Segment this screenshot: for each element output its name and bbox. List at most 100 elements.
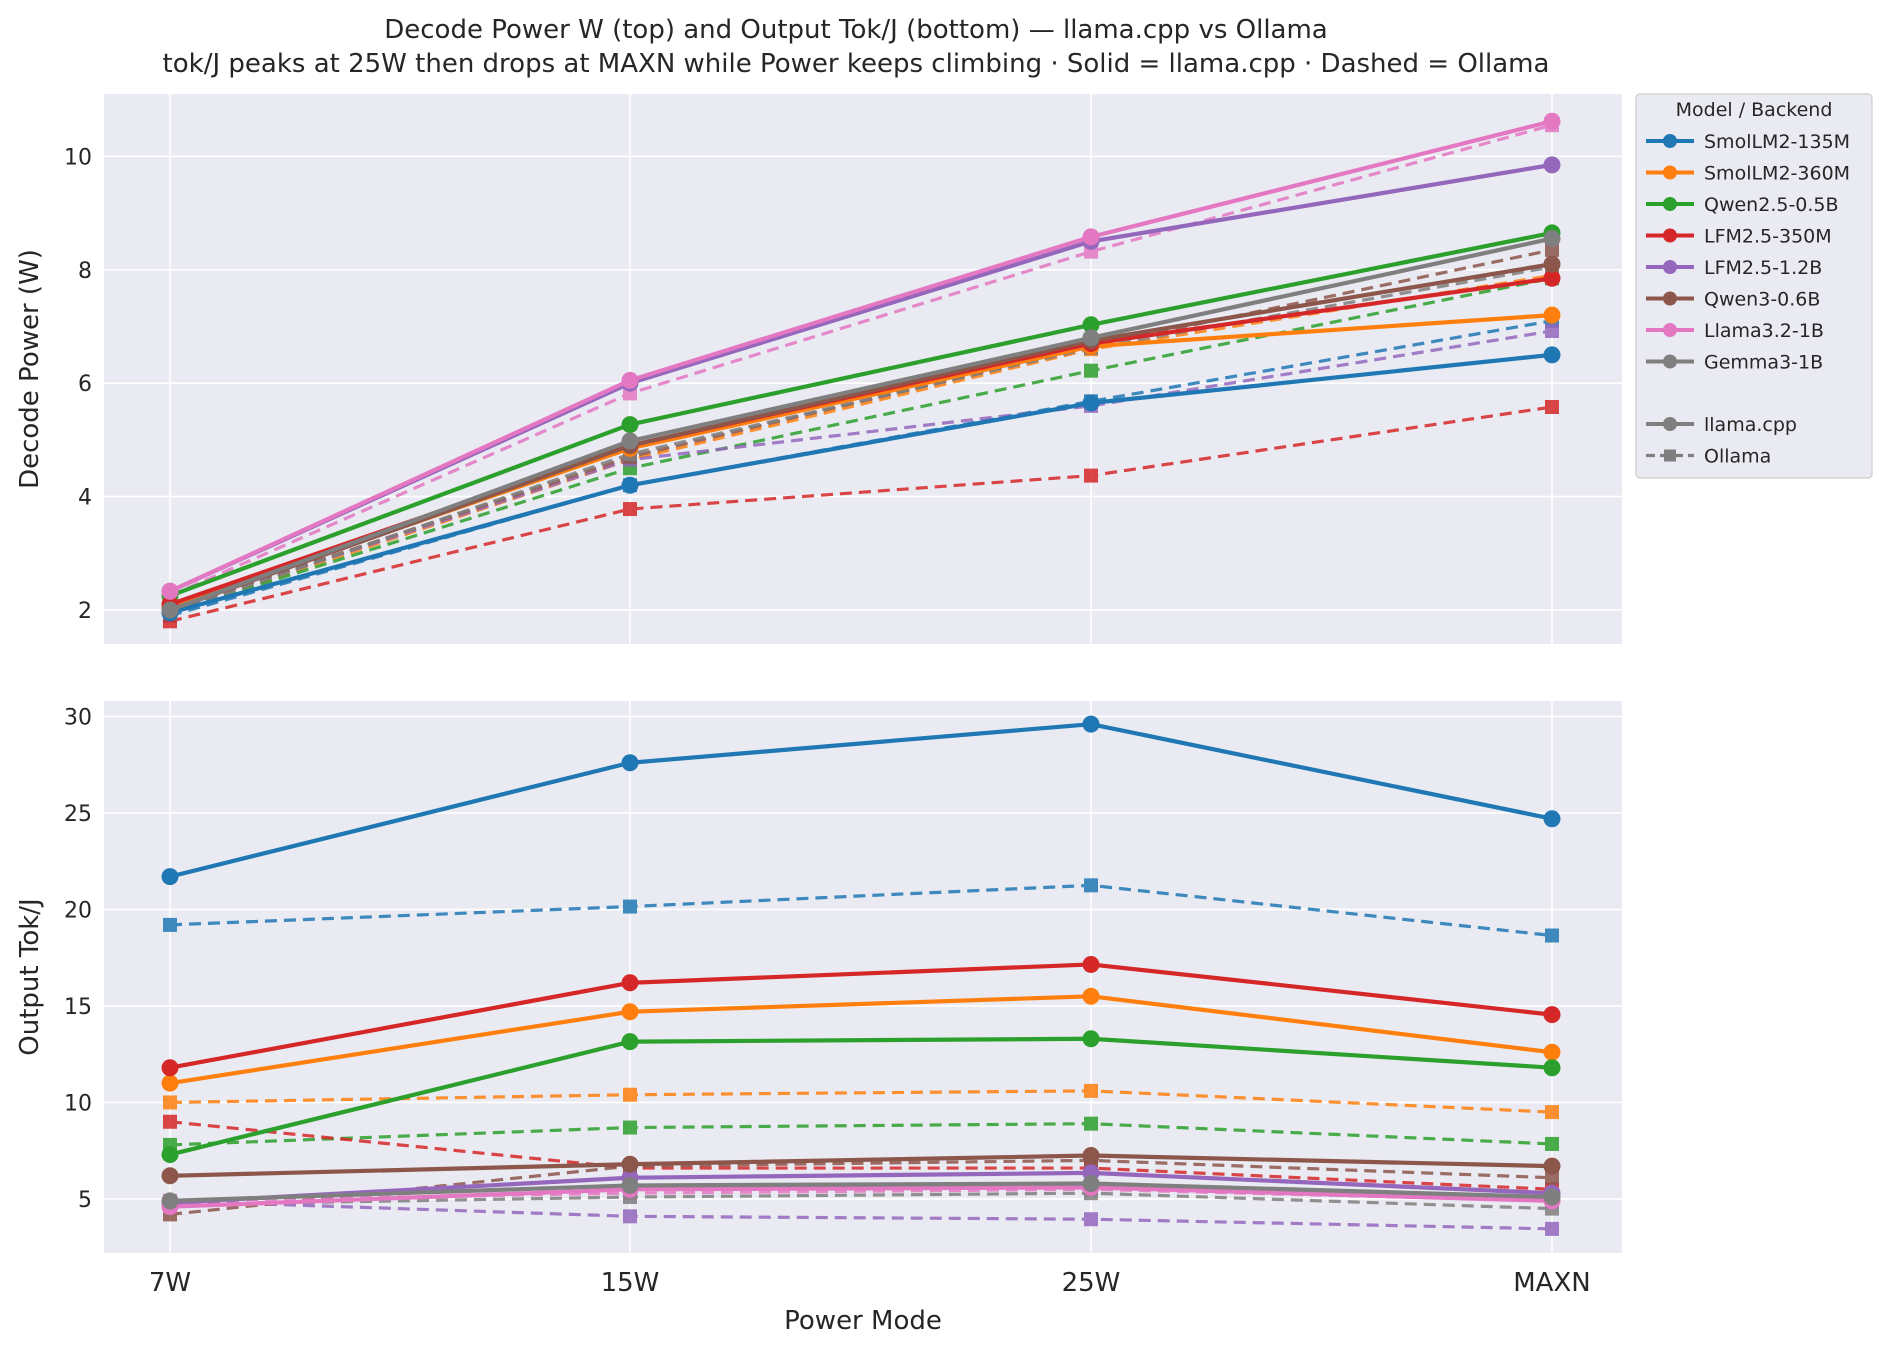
legend-swatch-marker: [1663, 228, 1677, 243]
series-line: [169, 1199, 1553, 1231]
data-point-square: [1545, 242, 1559, 257]
data-point-circle: [1543, 1043, 1561, 1061]
series-line: [169, 1036, 1553, 1157]
data-point-circle: [1082, 987, 1100, 1005]
legend: Model / Backend SmolLM2-135M SmolLM2-360M Q…: [1635, 93, 1873, 479]
data-point-circle: [161, 601, 179, 619]
legend-label: Gemma3-1B: [1704, 352, 1823, 374]
legend-swatch-marker: [1663, 134, 1677, 148]
series-line: [169, 352, 1553, 615]
data-point-circle: [621, 1033, 639, 1051]
x-tick-label: 7W: [149, 1268, 191, 1298]
data-point-circle: [161, 1167, 179, 1185]
panel-output-tokj: 5 10 15 20 25 30 Output Tok/J 7W 15W 25W MAXN Power…: [15, 701, 1622, 1336]
legend-swatch-marker: [1663, 354, 1677, 369]
legend-label: llama.cpp: [1704, 414, 1797, 436]
data-point-square: [1084, 878, 1098, 893]
data-point-square: [1084, 1212, 1098, 1227]
series-line: [169, 1191, 1553, 1211]
legend-swatch-marker: [1663, 417, 1677, 431]
y-tick-label: 10: [64, 145, 92, 170]
series-line: [169, 265, 1553, 615]
data-point-circle: [621, 476, 639, 494]
series-line: [169, 722, 1553, 879]
data-point-square: [1545, 928, 1559, 943]
y-tick-label: 4: [78, 486, 92, 511]
series-qwen2-5-0-5b-llama-cpp: [161, 1030, 1561, 1164]
series-line: [169, 994, 1553, 1086]
legend-label: Llama3.2-1B: [1704, 320, 1824, 342]
series-line: [169, 1170, 1553, 1205]
data-point-circle: [1543, 112, 1561, 130]
x-tick-label: 15W: [601, 1268, 660, 1298]
y-tick-label: 30: [64, 705, 92, 730]
data-point-circle: [1082, 1147, 1100, 1165]
y-tick-label: 15: [64, 995, 92, 1020]
data-point-circle: [621, 371, 639, 389]
data-point-square: [623, 899, 637, 914]
legend-item-qwen2-5-0-5b: Qwen2.5-0.5B: [1646, 194, 1839, 216]
data-point-circle: [621, 1155, 639, 1173]
y-axis-label: Output Tok/J: [15, 898, 45, 1055]
series-line: [169, 329, 1553, 612]
series-gemma3-1b-llama-cpp: [161, 1175, 1561, 1210]
series-line: [169, 236, 1553, 612]
data-point-circle: [1543, 306, 1561, 324]
y-tick-label: 10: [64, 1091, 92, 1116]
data-point-circle: [1082, 955, 1100, 973]
data-point-circle: [1082, 1175, 1100, 1193]
series-line: [169, 1122, 1553, 1147]
legend-frame: [1635, 93, 1873, 479]
data-point-circle: [1082, 228, 1100, 246]
legend-label: SmolLM2-360M: [1704, 163, 1850, 185]
x-tick-label: 25W: [1062, 1268, 1121, 1298]
series-llama3-2-1b-llama-cpp: [161, 112, 1561, 600]
data-point-circle: [1543, 810, 1561, 828]
legend-label: LFM2.5-1.2B: [1704, 257, 1822, 279]
data-point-square: [1545, 1105, 1559, 1120]
data-point-square: [1084, 1116, 1098, 1131]
legend-title: Model / Backend: [1676, 99, 1833, 121]
data-point-square: [1084, 363, 1098, 378]
legend-item-lfm2-5-1-2b: LFM2.5-1.2B: [1646, 257, 1822, 279]
y-tick-label: 8: [78, 259, 92, 284]
legend-item-qwen3-0-6b: Qwen3-0.6B: [1646, 289, 1820, 311]
data-point-circle: [161, 1074, 179, 1092]
y-axis-label: Decode Power (W): [15, 249, 45, 489]
data-point-circle: [1543, 230, 1561, 248]
series-line: [169, 1120, 1553, 1191]
legend-swatch-marker: [1663, 291, 1677, 306]
y-tick-label: 6: [78, 372, 92, 397]
series-line: [169, 1153, 1553, 1178]
series-lfm2-5-350m-llama-cpp: [161, 955, 1561, 1077]
data-point-square: [163, 917, 177, 932]
chart-title-line2: tok/J peaks at 25W then drops at MAXN wh…: [163, 49, 1550, 79]
legend-item-smollm2-135m: SmolLM2-135M: [1646, 131, 1850, 153]
data-point-circle: [161, 582, 179, 600]
data-point-circle: [1543, 1157, 1561, 1175]
series-line: [169, 123, 1553, 598]
data-point-square: [1084, 468, 1098, 483]
series-line: [169, 405, 1553, 623]
data-point-square: [1545, 1170, 1559, 1185]
series-smollm2-360m-llama-cpp: [161, 987, 1561, 1092]
data-point-square: [1545, 1221, 1559, 1236]
data-point-square: [623, 502, 637, 517]
legend-label: SmolLM2-135M: [1704, 131, 1850, 153]
data-point-square: [623, 1087, 637, 1102]
series-line: [169, 276, 1553, 615]
series-line: [169, 1185, 1553, 1209]
data-point-circle: [1543, 1188, 1561, 1206]
plot-area: [104, 94, 1622, 644]
data-point-square: [163, 1114, 177, 1129]
data-point-circle: [621, 432, 639, 450]
legend-item-ollama: Ollama: [1646, 446, 1771, 468]
data-point-circle: [1082, 715, 1100, 733]
data-point-circle: [621, 1003, 639, 1021]
data-point-circle: [1543, 1006, 1561, 1024]
legend-swatch-marker: [1663, 323, 1677, 337]
series-line: [169, 1181, 1553, 1203]
data-point-square: [1545, 324, 1559, 339]
data-point-square: [623, 1120, 637, 1135]
